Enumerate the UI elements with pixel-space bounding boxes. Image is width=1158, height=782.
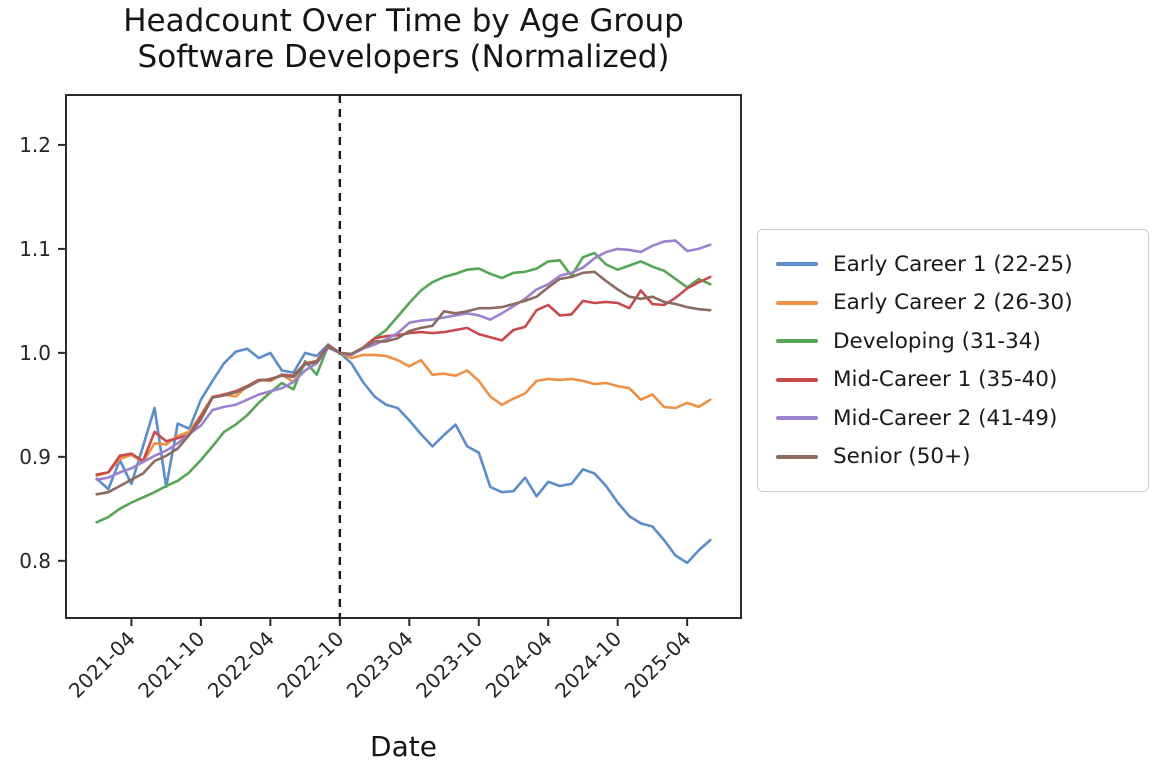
svg-text:0.8: 0.8: [19, 549, 51, 573]
legend-item: Developing (31-34): [776, 322, 1126, 361]
svg-text:2022-04: 2022-04: [203, 627, 279, 703]
svg-text:2021-04: 2021-04: [64, 627, 140, 703]
legend-label: Mid-Career 2 (41-49): [833, 405, 1058, 431]
legend-line-swatch: [776, 262, 818, 267]
chart-title-line-2: Software Developers (Normalized): [137, 38, 670, 75]
x-axis-label: Date: [370, 730, 437, 763]
svg-text:1.0: 1.0: [19, 341, 51, 365]
svg-text:2022-10: 2022-10: [272, 627, 348, 703]
svg-text:2021-10: 2021-10: [133, 627, 209, 703]
legend-label: Senior (50+): [833, 444, 971, 470]
svg-text:1.2: 1.2: [19, 133, 51, 157]
legend-item: Early Career 2 (26-30): [776, 284, 1126, 323]
legend-item: Senior (50+): [776, 438, 1126, 477]
legend-line-swatch: [776, 339, 818, 344]
chart-title: Headcount Over Time by Age Group Softwar…: [66, 3, 741, 76]
legend-line-swatch: [776, 416, 818, 421]
legend-label: Early Career 2 (26-30): [833, 290, 1073, 316]
chart-title-line-1: Headcount Over Time by Age Group: [123, 3, 684, 39]
legend-line-swatch: [776, 300, 818, 305]
svg-text:0.9: 0.9: [19, 445, 51, 469]
legend-label: Developing (31-34): [833, 328, 1041, 354]
legend: Early Career 1 (22-25) Early Career 2 (2…: [757, 229, 1149, 492]
legend-label: Early Career 1 (22-25): [833, 251, 1073, 277]
legend-item: Early Career 1 (22-25): [776, 245, 1126, 284]
legend-item: Mid-Career 1 (35-40): [776, 361, 1126, 400]
svg-text:2023-10: 2023-10: [411, 627, 487, 703]
legend-label: Mid-Career 1 (35-40): [833, 367, 1058, 393]
svg-text:2025-04: 2025-04: [620, 627, 696, 703]
svg-text:1.1: 1.1: [19, 237, 51, 261]
svg-text:2023-04: 2023-04: [342, 627, 418, 703]
legend-line-swatch: [776, 454, 818, 459]
svg-text:2024-10: 2024-10: [550, 627, 626, 703]
legend-line-swatch: [776, 377, 818, 382]
legend-item: Mid-Career 2 (41-49): [776, 399, 1126, 438]
svg-text:2024-04: 2024-04: [481, 627, 557, 703]
